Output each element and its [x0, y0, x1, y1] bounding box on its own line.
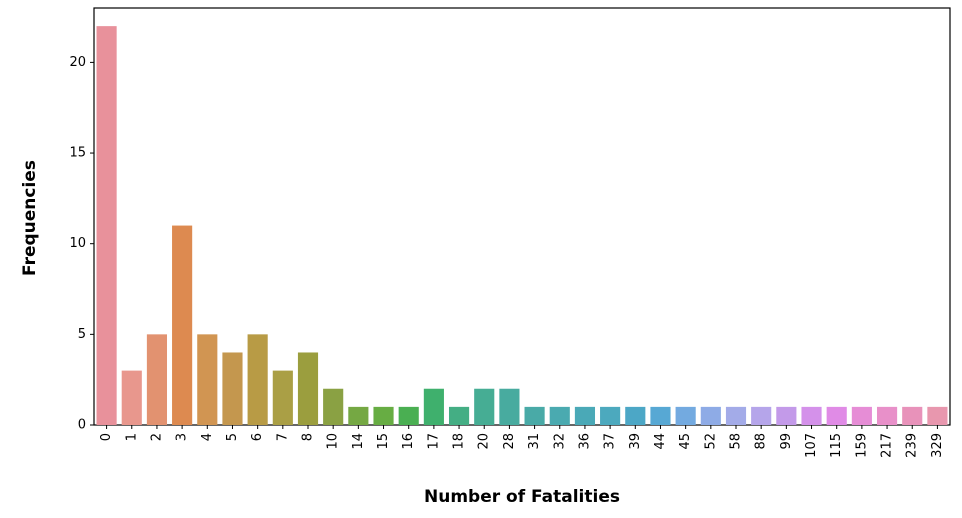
x-tick-label: 88 [754, 433, 769, 450]
y-axis-ticks: 0 5 10 15 20 [69, 55, 94, 433]
x-tick-label: 37 [603, 433, 618, 450]
x-tick-label: 58 [729, 433, 744, 450]
y-tick-label: 15 [69, 146, 86, 161]
x-tick-label: 31 [527, 433, 542, 450]
bar-14 [348, 406, 369, 425]
bar-52 [700, 406, 721, 425]
bar-39 [625, 406, 646, 425]
bar-88 [751, 406, 772, 425]
x-tick-label: 107 [804, 433, 819, 458]
x-tick-label: 329 [930, 433, 945, 458]
x-tick-label: 45 [678, 433, 693, 450]
bar-2 [146, 334, 168, 425]
x-tick-label: 39 [628, 433, 643, 450]
x-tick-label: 99 [779, 433, 794, 450]
x-tick-label: 1 [124, 433, 139, 441]
x-tick-label: 217 [880, 433, 895, 458]
bar-8 [297, 352, 319, 425]
x-tick-label: 7 [275, 433, 290, 441]
bar-15 [373, 406, 394, 425]
bar-5 [222, 352, 243, 425]
bar-44 [650, 406, 671, 425]
bar-329 [927, 406, 948, 425]
x-tick-label: 4 [200, 433, 215, 441]
bar-18 [448, 406, 470, 425]
x-tick-label: 115 [829, 433, 844, 458]
bar-7 [272, 370, 293, 425]
bar-37 [600, 406, 621, 425]
x-tick-label: 15 [376, 433, 391, 450]
bar-58 [725, 406, 747, 425]
bar-6 [247, 334, 268, 425]
bar-36 [574, 406, 596, 425]
x-tick-label: 18 [452, 433, 467, 450]
bar-28 [499, 388, 520, 425]
x-tick-label: 14 [351, 433, 366, 450]
bar-115 [826, 406, 847, 425]
bar-4 [197, 334, 218, 425]
bar-45 [675, 406, 696, 425]
bar-31 [524, 406, 545, 425]
y-tick-label: 0 [78, 418, 86, 433]
x-tick-label: 3 [175, 433, 190, 441]
bar-16 [398, 406, 419, 425]
bar-239 [902, 406, 923, 425]
y-tick-label: 20 [69, 55, 86, 70]
x-tick-label: 5 [225, 433, 240, 441]
x-tick-label: 2 [149, 433, 164, 441]
x-tick-label: 17 [426, 433, 441, 450]
bar-0 [96, 26, 117, 426]
x-tick-label: 36 [577, 433, 592, 450]
bar-32 [549, 406, 570, 425]
bar-10 [323, 388, 344, 425]
x-tick-label: 8 [301, 433, 316, 441]
x-tick-label: 52 [703, 433, 718, 450]
x-tick-label: 28 [502, 433, 517, 450]
x-tick-label: 239 [905, 433, 920, 458]
x-tick-label: 32 [552, 433, 567, 450]
x-tick-label: 159 [854, 433, 869, 458]
bar-17 [423, 388, 444, 425]
bar-217 [876, 406, 898, 425]
x-tick-label: 6 [250, 433, 265, 441]
bar-20 [474, 388, 495, 425]
bars-layer [96, 26, 948, 426]
bar-1 [121, 370, 142, 425]
y-axis-label: Frequencies [20, 160, 40, 276]
bar-107 [801, 406, 822, 425]
x-tick-label: 20 [477, 433, 492, 450]
y-tick-label: 5 [78, 327, 86, 342]
x-axis-ticks: 0 1 2 3 4 5 6 7 8 10 14 15 16 17 18 20 28 31 32 36 37 39 44 45 5… [99, 425, 945, 458]
y-tick-label: 10 [69, 236, 86, 251]
x-axis-label: Number of Fatalities [424, 487, 620, 507]
bar-3 [172, 225, 193, 425]
bar-159 [851, 406, 872, 425]
x-tick-label: 0 [99, 433, 114, 441]
x-tick-label: 44 [653, 433, 668, 450]
x-tick-label: 10 [326, 433, 341, 450]
bar-99 [776, 406, 797, 425]
x-tick-label: 16 [401, 433, 416, 450]
